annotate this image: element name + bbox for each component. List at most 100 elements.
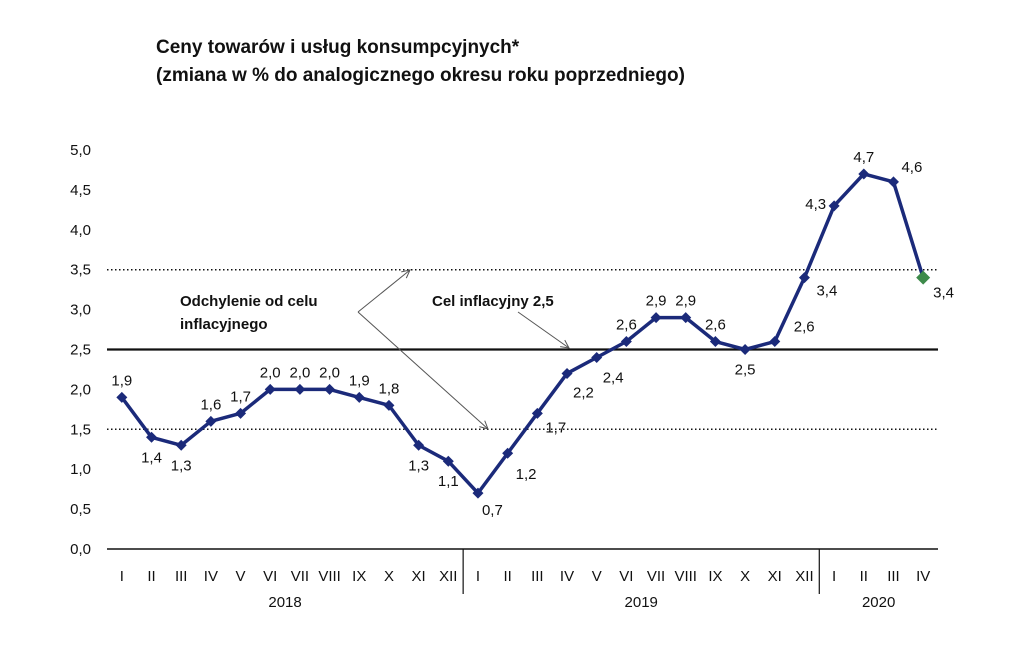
- data-label: 1,9: [349, 372, 370, 389]
- data-label: 1,6: [200, 396, 221, 413]
- annotation-arrow: [357, 311, 489, 430]
- data-label: 2,0: [289, 364, 310, 381]
- data-label: 1,7: [230, 388, 251, 405]
- data-point: [264, 383, 276, 395]
- data-point: [709, 336, 721, 348]
- x-tick-label: III: [175, 568, 188, 585]
- x-tick-label: I: [120, 568, 124, 585]
- y-tick-label: 0,0: [70, 541, 91, 558]
- data-point: [116, 391, 128, 403]
- x-tick-label: V: [592, 568, 602, 585]
- x-tick-label: VII: [291, 568, 309, 585]
- y-tick-label: 3,0: [70, 302, 91, 319]
- x-tick-label: XI: [768, 568, 782, 585]
- annotation-arrow: [517, 311, 570, 349]
- data-point: [650, 312, 662, 324]
- data-label: 1,2: [516, 466, 537, 483]
- data-label: 1,3: [171, 457, 192, 474]
- annotation-arrowhead: [401, 269, 411, 279]
- data-label: 2,6: [794, 319, 815, 336]
- x-tick-label: XII: [795, 568, 813, 585]
- y-tick-label: 1,5: [70, 421, 91, 438]
- data-point: [739, 344, 751, 355]
- data-point: [472, 487, 484, 499]
- data-point: [828, 200, 840, 212]
- data-label: 2,6: [705, 317, 726, 334]
- y-tick-label: 4,0: [70, 222, 91, 239]
- data-point: [146, 431, 158, 443]
- data-point: [383, 399, 395, 411]
- year-label: 2018: [268, 594, 301, 611]
- x-tick-label: II: [860, 568, 868, 585]
- chart-subtitle: (zmiana w % do analogicznego okresu roku…: [156, 65, 685, 86]
- x-tick-label: VIII: [318, 568, 341, 585]
- data-label: 4,6: [901, 159, 922, 176]
- data-label: 1,9: [111, 372, 132, 389]
- y-tick-label: 2,0: [70, 381, 91, 398]
- x-tick-label: IX: [352, 568, 366, 585]
- y-tick-label: 3,5: [70, 262, 91, 279]
- x-tick-label: XII: [439, 568, 457, 585]
- data-label: 3,4: [933, 285, 954, 302]
- data-label: 2,2: [573, 384, 594, 401]
- x-tick-label: XI: [412, 568, 426, 585]
- x-tick-label: IX: [708, 568, 722, 585]
- data-label: 2,0: [319, 364, 340, 381]
- data-point: [324, 383, 336, 395]
- x-tick-label: X: [740, 568, 750, 585]
- data-point: [175, 439, 187, 451]
- y-tick-label: 5,0: [70, 142, 91, 159]
- data-point: [502, 447, 514, 459]
- data-label: 2,0: [260, 364, 281, 381]
- data-point: [235, 407, 247, 419]
- annotation-arrow: [357, 269, 411, 313]
- data-label: 4,3: [805, 196, 826, 213]
- data-label: 2,5: [735, 362, 756, 379]
- data-point: [413, 439, 425, 451]
- data-label: 4,7: [853, 149, 874, 166]
- data-label: 2,6: [616, 317, 637, 334]
- data-point: [531, 407, 543, 419]
- data-point: [887, 176, 899, 188]
- data-point: [294, 383, 306, 395]
- data-label: 2,9: [646, 293, 667, 310]
- data-label: 2,9: [675, 293, 696, 310]
- x-tick-label: I: [832, 568, 836, 585]
- y-tick-label: 0,5: [70, 501, 91, 518]
- chart-title: Ceny towarów i usług konsumpcyjnych*: [156, 37, 520, 58]
- annotation-arrowhead: [560, 339, 570, 349]
- x-tick-label: VIII: [674, 568, 697, 585]
- data-point: [353, 391, 365, 403]
- y-tick-label: 2,5: [70, 342, 91, 359]
- x-tick-label: VI: [263, 568, 277, 585]
- y-tick-label: 4,5: [70, 182, 91, 199]
- x-tick-label: IV: [204, 568, 218, 585]
- data-point: [798, 272, 810, 284]
- annotation-arrowhead: [479, 420, 489, 430]
- data-point: [680, 312, 692, 324]
- x-tick-label: II: [147, 568, 155, 585]
- x-tick-label: VII: [647, 568, 665, 585]
- year-label: 2019: [625, 594, 658, 611]
- x-tick-label: IV: [560, 568, 574, 585]
- data-point: [442, 455, 454, 467]
- series-line: [120, 172, 925, 495]
- annotation-deviation-label: Odchylenie od celu: [180, 293, 318, 310]
- data-label: 1,4: [141, 449, 162, 466]
- x-tick-label: IV: [916, 568, 930, 585]
- annotation-target-label: Cel inflacyjny 2,5: [432, 293, 554, 310]
- x-tick-label: III: [887, 568, 900, 585]
- data-label: 3,4: [816, 283, 837, 300]
- x-tick-label: III: [531, 568, 544, 585]
- x-tick-label: V: [236, 568, 246, 585]
- data-point: [561, 367, 573, 379]
- x-tick-label: II: [503, 568, 511, 585]
- data-label: 2,4: [603, 369, 624, 386]
- data-point: [620, 336, 632, 348]
- chart-title-block: Ceny towarów i usług konsumpcyjnych* (zm…: [156, 34, 685, 90]
- annotation-deviation-label: inflacyjnego: [180, 316, 268, 333]
- data-point: [205, 415, 217, 427]
- data-label: 1,1: [438, 473, 459, 490]
- x-tick-label: VI: [619, 568, 633, 585]
